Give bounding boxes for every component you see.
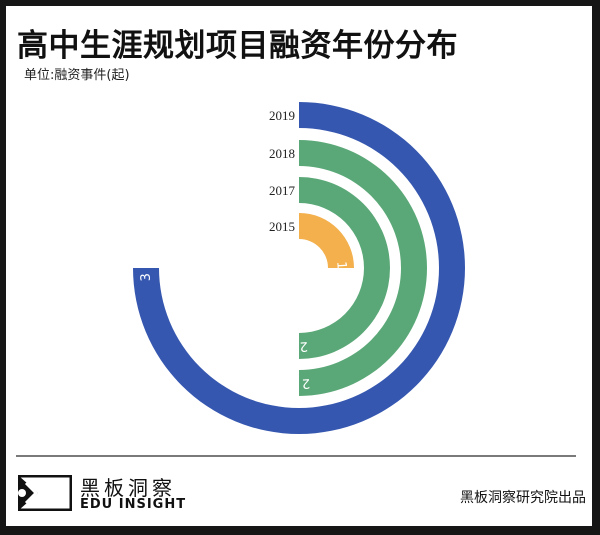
value-label: 2 <box>299 338 308 353</box>
footer-divider <box>16 455 576 457</box>
value-label: 1 <box>333 261 348 270</box>
bar-2015 <box>299 213 354 268</box>
value-label: 2 <box>301 375 310 390</box>
chart-card <box>6 6 592 526</box>
unit-label: 单位:融资事件(起) <box>24 68 130 83</box>
bar-2017 <box>299 177 390 359</box>
category-label: 2018 <box>269 146 295 161</box>
category-label: 2019 <box>269 108 295 123</box>
brand-name-cn: 黑板洞察 <box>80 476 176 500</box>
brand-name-en: EDU INSIGHT <box>80 497 187 512</box>
category-label: 2015 <box>269 219 295 234</box>
bar-2018 <box>299 140 427 396</box>
category-label: 2017 <box>269 183 296 198</box>
value-label: 3 <box>139 273 154 282</box>
chart-title: 高中生涯规划项目融资年份分布 <box>17 28 458 64</box>
credit-text: 黑板洞察研究院出品 <box>460 490 586 506</box>
edu-insight-logo-icon <box>18 475 72 511</box>
